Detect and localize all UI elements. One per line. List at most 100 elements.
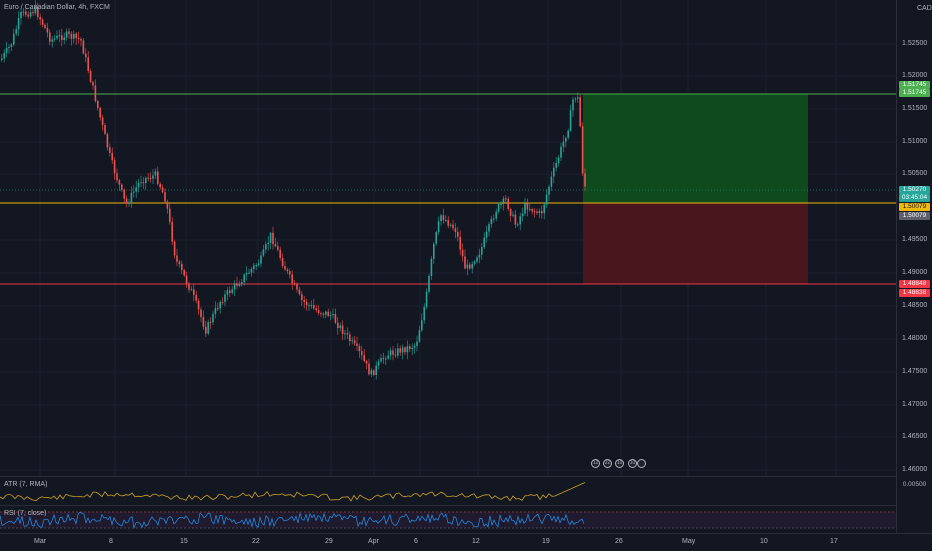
candle-body (380, 358, 382, 362)
candle-body (478, 254, 481, 258)
candle-body (236, 283, 238, 286)
candle-body (99, 107, 101, 118)
candle-body (130, 192, 133, 203)
candle-body (358, 345, 361, 352)
candle-body (133, 191, 135, 193)
time-tick: 6 (414, 538, 418, 545)
candle-body (565, 137, 567, 142)
candle-body (277, 246, 279, 250)
candle-body (466, 264, 469, 269)
candle-body (219, 301, 221, 309)
candle-body (337, 322, 339, 329)
candle-body (176, 255, 178, 262)
candle-body (85, 53, 87, 58)
candle-body (195, 295, 197, 301)
candle-body (140, 182, 142, 184)
price-chart[interactable] (0, 0, 896, 476)
candle-body (485, 231, 488, 238)
candle-body (464, 256, 466, 269)
candle-body (229, 290, 231, 293)
atr-line (0, 482, 586, 502)
event-badge[interactable]: 12 (591, 459, 600, 468)
candle-body (1, 58, 3, 60)
candle-body (392, 350, 394, 355)
candle-body (111, 152, 113, 161)
price-tick: 1.48000 (902, 335, 928, 342)
event-badge[interactable]: 10 (615, 459, 624, 468)
candle-body (409, 346, 411, 350)
event-badge[interactable]: 22 (603, 459, 612, 468)
candle-body (397, 348, 399, 356)
candle-body (46, 28, 49, 33)
candle-body (495, 211, 497, 219)
main-chart-pane[interactable]: Euro / Canadian Dollar, 4h, FXCM (0, 0, 896, 476)
candle-body (3, 52, 5, 59)
price-tick: 1.47500 (902, 368, 928, 375)
candle-body (382, 358, 385, 360)
candle-body (231, 289, 233, 293)
candle-body (490, 218, 493, 225)
candle-body (75, 33, 77, 38)
candle-body (507, 198, 509, 209)
price-tick: 1.51500 (902, 105, 928, 112)
candle-body (202, 317, 205, 327)
candle-body (257, 263, 260, 266)
candle-body (305, 301, 308, 306)
time-axis[interactable]: Mar 8 15 22 29 Apr 6 12 19 26 May 10 17 (0, 533, 932, 551)
candle-body (440, 215, 442, 222)
candle-body (25, 11, 27, 15)
candle-body (286, 269, 289, 272)
candle-body (205, 326, 207, 334)
candle-body (581, 126, 584, 174)
candle-body (164, 192, 166, 202)
candle-body (483, 237, 485, 248)
event-badge[interactable] (637, 459, 646, 468)
candle-body (548, 186, 550, 195)
price-axis[interactable]: CAD 1.52500 1.52000 1.51500 1.51000 1.50500 1… (896, 0, 932, 533)
candle-body (303, 299, 305, 302)
countdown-label: 03:45:04 (899, 194, 930, 202)
candle-body (497, 204, 500, 212)
stop-label-b: 1.48838 (899, 289, 930, 297)
atr-pane[interactable]: ATR (7, RMA) (0, 476, 896, 505)
candle-body (555, 163, 557, 168)
candle-body (248, 272, 250, 274)
candle-body (577, 97, 579, 99)
candle-body (296, 284, 298, 290)
candle-body (106, 133, 109, 148)
candle-body (185, 275, 188, 284)
candle-body (279, 249, 281, 258)
price-tick: 1.48500 (902, 302, 928, 309)
candle-body (574, 98, 577, 100)
candle-body (557, 157, 560, 164)
time-tick: 29 (325, 538, 333, 545)
candle-body (531, 209, 533, 212)
candle-body (15, 29, 17, 34)
candle-body (27, 14, 29, 17)
candle-body (488, 224, 490, 232)
candle-body (238, 284, 241, 286)
candle-body (269, 232, 272, 243)
candle-body (538, 211, 541, 214)
candle-body (154, 171, 157, 176)
candle-body (145, 177, 147, 184)
candle-body (320, 313, 322, 315)
candle-body (22, 11, 25, 13)
candle-body (169, 208, 171, 222)
time-tick: 19 (542, 538, 550, 545)
candle-body (457, 231, 459, 237)
candle-body (505, 198, 507, 200)
candle-body (190, 289, 193, 291)
candle-body (476, 257, 478, 262)
candle-body (430, 258, 433, 276)
candle-body (560, 146, 562, 158)
rsi-pane[interactable]: RSI (7, close) (0, 505, 896, 534)
candle-body (10, 44, 13, 47)
candle-body (137, 182, 140, 188)
event-badge[interactable]: 10 (628, 459, 637, 468)
candle-body (344, 333, 346, 335)
candle-body (226, 290, 229, 295)
candle-body (452, 224, 454, 229)
candle-body (281, 257, 284, 267)
candle-body (39, 17, 41, 20)
